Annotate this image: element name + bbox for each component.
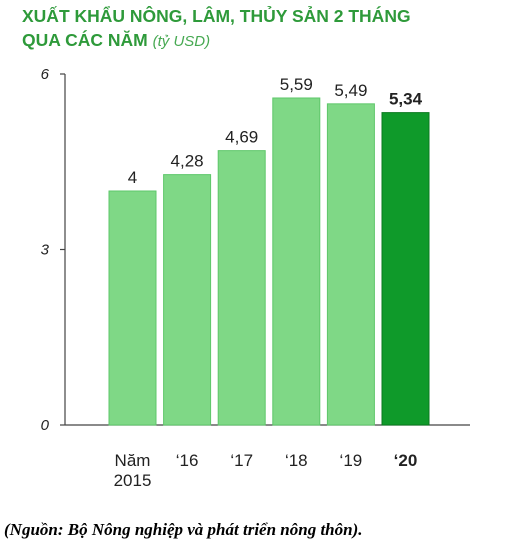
- chart-title: XUẤT KHẨU NÔNG, LÂM, THỦY SẢN 2 THÁNG QU…: [22, 4, 492, 54]
- y-tick-label: 6: [41, 66, 50, 83]
- bar: [326, 103, 375, 426]
- bar-value-label: 4: [128, 168, 137, 187]
- y-tick-label: 0: [41, 417, 50, 434]
- bar-value-label: 4,69: [225, 128, 258, 147]
- bar-value-label: 5,49: [334, 81, 367, 100]
- chart-unit: (tỷ USD): [152, 33, 211, 50]
- bar-value-label: 4,28: [171, 152, 204, 171]
- x-tick-label: ‘16: [176, 451, 199, 470]
- bar: [217, 150, 266, 426]
- bar-value-label: 5,59: [280, 75, 313, 94]
- bar-highlighted: [381, 112, 430, 426]
- x-tick-label: ‘19: [340, 451, 363, 470]
- chart-title-line-1: XUẤT KHẨU NÔNG, LÂM, THỦY SẢN 2 THÁNG: [22, 6, 411, 26]
- y-tick-label: 3: [41, 242, 50, 259]
- source-note: (Nguồn: Bộ Nông nghiệp và phát triển nôn…: [4, 520, 363, 539]
- x-tick-label: Năm: [115, 451, 151, 470]
- bar: [163, 174, 212, 426]
- x-tick-label: ‘20: [394, 451, 418, 470]
- bar-value-label: 5,34: [389, 90, 423, 109]
- chart-title-line-2: QUA CÁC NĂM (tỷ USD): [22, 28, 492, 54]
- x-tick-label: ‘18: [285, 451, 308, 470]
- x-tick-label: ‘17: [230, 451, 253, 470]
- bar: [272, 97, 321, 426]
- bar: [108, 190, 157, 426]
- chart-title-line-2-text: QUA CÁC NĂM: [22, 30, 148, 50]
- x-tick-label: 2015: [114, 471, 152, 490]
